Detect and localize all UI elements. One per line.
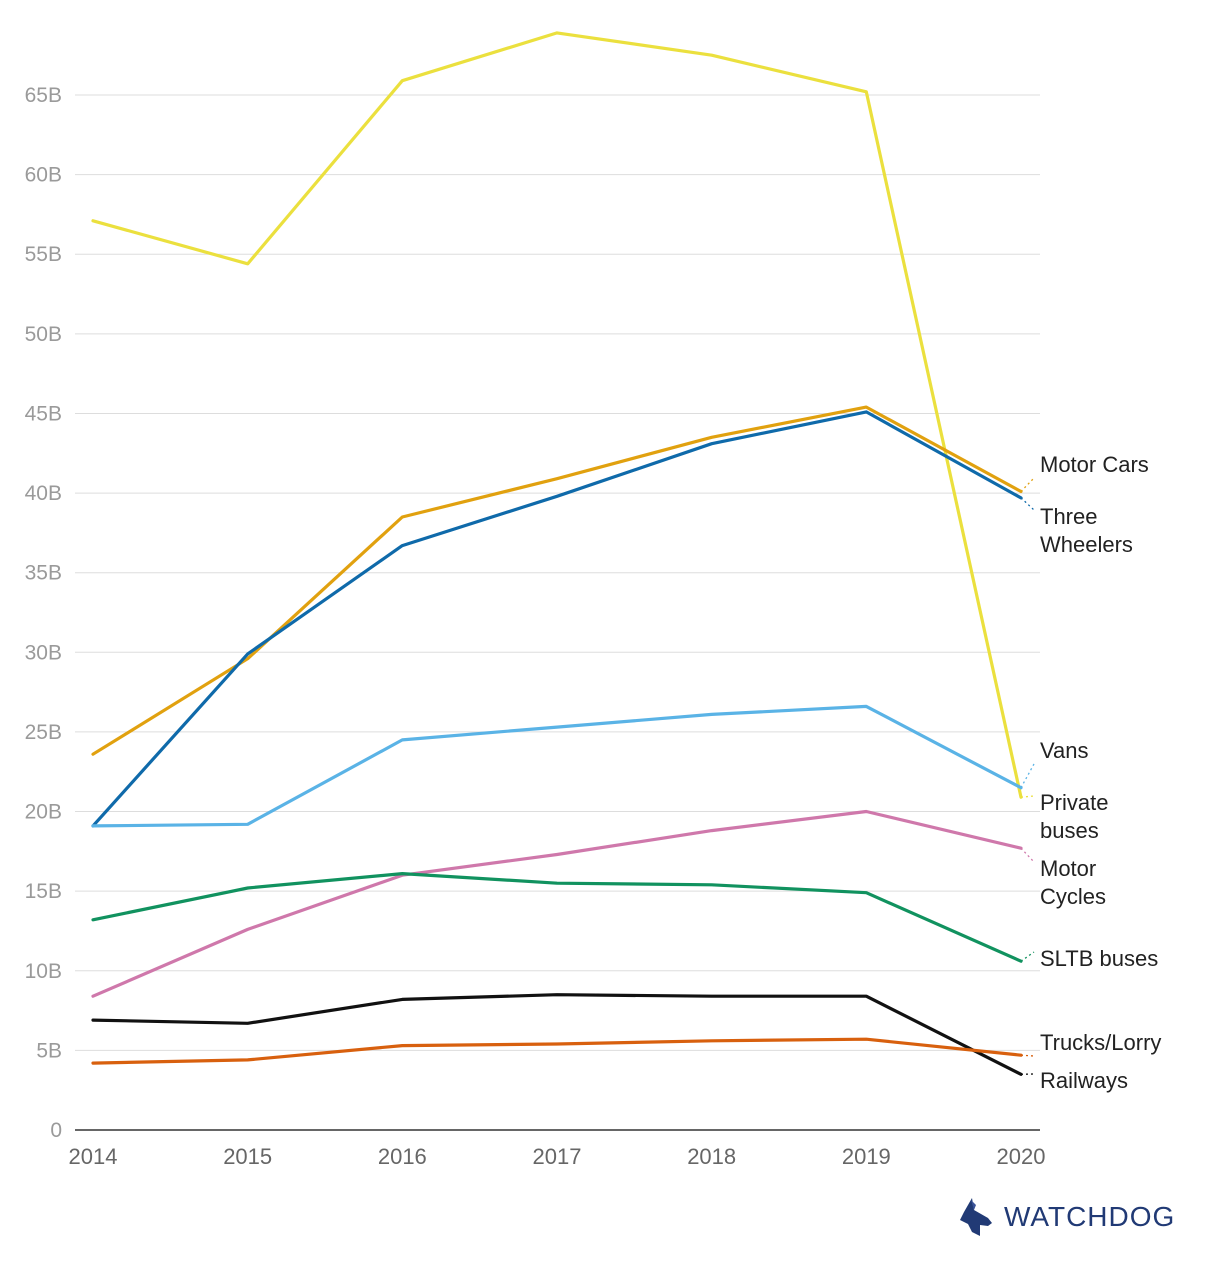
y-tick-label: 10B <box>25 960 62 983</box>
y-tick-label: 30B <box>25 641 62 664</box>
series-label: Three Wheelers <box>1040 504 1133 557</box>
y-tick-label: 60B <box>25 164 62 187</box>
series-label: Vans <box>1040 738 1089 763</box>
brand-name: WATCHDOG <box>1004 1201 1176 1232</box>
series-label: Private buses <box>1040 790 1108 843</box>
y-tick-label: 15B <box>25 880 62 903</box>
series-line-trucks-lorry <box>91 1037 1023 1065</box>
x-tick-label: 2020 <box>997 1144 1046 1169</box>
series-label-line: buses <box>1040 818 1099 843</box>
series-line-private-buses <box>91 31 1023 799</box>
series-label-line: Three <box>1040 504 1097 529</box>
label-leader <box>1020 795 1035 798</box>
series-label-line: Motor Cars <box>1040 452 1149 477</box>
label-leader <box>1020 951 1035 962</box>
y-tick-label: 35B <box>25 562 62 585</box>
series-label-line: Trucks/Lorry <box>1040 1030 1161 1055</box>
y-tick-label: 25B <box>25 721 62 744</box>
label-leader <box>1020 847 1035 863</box>
gridlines <box>75 94 1040 1131</box>
series-line-railways <box>91 993 1023 1076</box>
series-label: Motor Cars <box>1040 452 1149 477</box>
y-tick-label: 0 <box>50 1119 62 1142</box>
series-line-vans <box>91 704 1023 828</box>
series-line-motor-cycles <box>91 809 1023 998</box>
y-tick-label: 55B <box>25 243 62 266</box>
series-label-line: Wheelers <box>1040 532 1133 557</box>
series-label: SLTB buses <box>1040 946 1158 971</box>
series-label-line: Private <box>1040 790 1108 815</box>
series-label-line: Railways <box>1040 1068 1128 1093</box>
label-leader <box>1020 497 1035 511</box>
y-tick-label: 40B <box>25 482 62 505</box>
x-tick-label: 2016 <box>378 1144 427 1169</box>
series-label-line: Cycles <box>1040 884 1106 909</box>
x-tick-label: 2019 <box>842 1144 891 1169</box>
x-tick-label: 2015 <box>223 1144 272 1169</box>
series-lines <box>91 31 1023 1076</box>
x-tick-label: 2014 <box>69 1144 118 1169</box>
y-tick-label: 45B <box>25 402 62 425</box>
x-axis-ticks: 2014 2015 2016 2017 2018 2019 2020 <box>69 1144 1046 1169</box>
brand-logo: WATCHDOG <box>958 1196 1175 1238</box>
label-leader <box>1020 763 1035 788</box>
x-tick-label: 2018 <box>687 1144 736 1169</box>
series-line-motor-cars <box>91 405 1023 756</box>
series-label-line: Vans <box>1040 738 1089 763</box>
series-line-three-wheelers <box>91 410 1023 828</box>
label-leader <box>1020 477 1035 492</box>
series-label-line: SLTB buses <box>1040 946 1158 971</box>
dog-head-icon <box>960 1198 992 1236</box>
y-tick-label: 20B <box>25 801 62 824</box>
y-tick-label: 50B <box>25 323 62 346</box>
y-tick-label: 65B <box>25 84 62 107</box>
series-line-sltb-buses <box>91 871 1023 963</box>
x-tick-label: 2017 <box>533 1144 582 1169</box>
series-label: Railways <box>1040 1068 1128 1093</box>
y-axis-ticks: 0 5B 10B 15B 20B 25B 30B 35B 40B 45B 50B 55B 60B 65B <box>25 84 62 1142</box>
y-tick-label: 5B <box>36 1039 62 1062</box>
series-label-line: Motor <box>1040 856 1096 881</box>
series-labels: Private buses Motor Cars Three Wheelers Vans M… <box>1020 452 1161 1093</box>
label-leader <box>1020 1054 1035 1057</box>
series-label: Motor Cycles <box>1040 856 1106 909</box>
series-label: Trucks/Lorry <box>1040 1030 1161 1055</box>
